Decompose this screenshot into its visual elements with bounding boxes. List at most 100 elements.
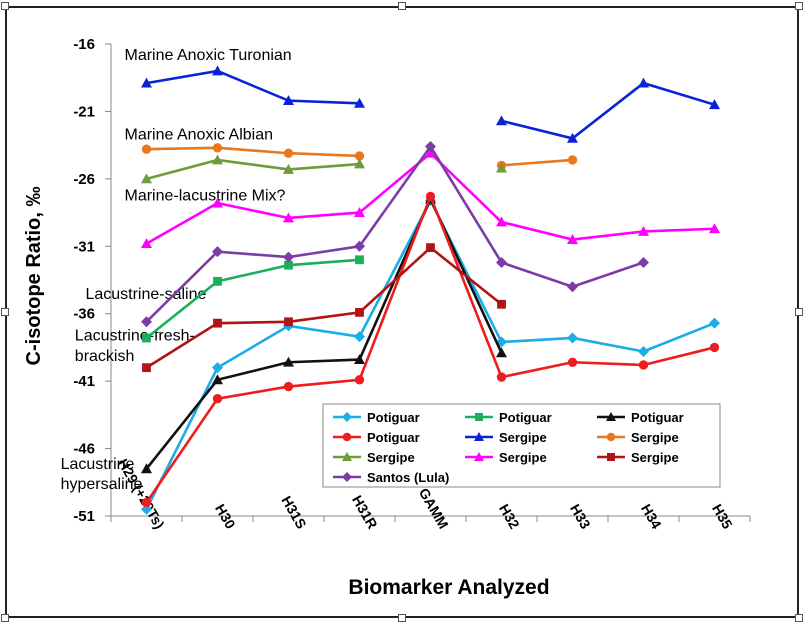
data-point-marker bbox=[283, 356, 294, 367]
legend-label: Sergipe bbox=[631, 430, 679, 445]
y-tick-label: -41 bbox=[73, 373, 95, 390]
data-point-marker bbox=[141, 503, 152, 515]
y-tick-label: -21 bbox=[73, 103, 95, 120]
data-point-marker bbox=[212, 143, 223, 153]
data-point-marker bbox=[638, 345, 649, 357]
series-6 bbox=[141, 143, 578, 171]
resize-handle-top-right[interactable] bbox=[795, 2, 803, 10]
data-point-marker bbox=[354, 240, 365, 252]
data-point-marker bbox=[709, 223, 720, 234]
series-lines-group bbox=[141, 65, 720, 515]
y-tick-label: -36 bbox=[73, 306, 95, 323]
legend-label: Potiguar bbox=[631, 410, 684, 425]
y-axis-title: C-isotope Ratio, ‰ bbox=[23, 187, 45, 366]
legend-item: Sergipe bbox=[597, 450, 679, 465]
data-point-marker bbox=[638, 256, 649, 268]
data-point-marker bbox=[709, 99, 720, 110]
data-point-marker bbox=[212, 374, 223, 385]
legend-label: Sergipe bbox=[367, 450, 415, 465]
series-line bbox=[146, 69, 360, 105]
data-point-marker bbox=[354, 151, 365, 161]
legend-item: Potiguar bbox=[333, 430, 420, 445]
resize-handle-middle-left[interactable] bbox=[1, 308, 9, 316]
data-point-marker bbox=[567, 234, 578, 244]
annotations-group: Marine Anoxic Turonian Marine Anoxic Albi… bbox=[61, 47, 292, 493]
legend-box bbox=[322, 403, 721, 488]
legend-item: Potiguar bbox=[597, 410, 684, 425]
legend-label: Potiguar bbox=[499, 410, 552, 425]
legend-item: Sergipe bbox=[465, 430, 547, 445]
data-point-marker bbox=[567, 281, 578, 293]
data-point-marker bbox=[355, 307, 364, 317]
legend-item: Sergipe bbox=[333, 450, 415, 465]
legend-label: Potiguar bbox=[367, 430, 420, 445]
legend: Potiguar Potiguar Potiguar Potiguar Sergipe S… bbox=[322, 403, 721, 488]
y-tick-label: -31 bbox=[73, 238, 95, 255]
data-point-marker bbox=[567, 357, 578, 367]
annotation-label: brackish bbox=[75, 348, 135, 365]
data-point-marker bbox=[342, 452, 352, 461]
x-axis-title: Biomarker Analyzed bbox=[348, 576, 549, 599]
data-point-marker bbox=[355, 255, 364, 265]
resize-handle-middle-right[interactable] bbox=[795, 308, 803, 316]
data-point-marker bbox=[496, 216, 507, 227]
data-point-marker bbox=[283, 148, 294, 158]
data-point-marker bbox=[474, 452, 484, 461]
data-point-marker bbox=[425, 191, 436, 202]
data-point-marker bbox=[606, 432, 616, 442]
resize-handle-bottom-left[interactable] bbox=[1, 614, 9, 622]
annotation-label: Lacustrine-saline bbox=[85, 286, 206, 303]
resize-handle-bottom-center[interactable] bbox=[398, 614, 406, 622]
y-tick-label: -26 bbox=[73, 171, 95, 188]
data-point-marker bbox=[283, 163, 294, 174]
data-point-marker bbox=[567, 332, 578, 344]
data-point-marker bbox=[354, 331, 365, 343]
series-5 bbox=[141, 65, 720, 143]
series-line bbox=[146, 146, 360, 158]
series-9 bbox=[142, 243, 506, 373]
data-point-marker bbox=[496, 256, 507, 268]
data-point-marker bbox=[141, 463, 152, 474]
resize-handle-top-center[interactable] bbox=[398, 2, 406, 10]
data-point-marker bbox=[342, 472, 352, 482]
data-point-marker bbox=[425, 140, 436, 152]
data-point-marker bbox=[283, 95, 294, 106]
series-line bbox=[145, 245, 503, 369]
data-point-marker bbox=[496, 372, 507, 382]
data-point-marker bbox=[212, 393, 223, 404]
data-point-marker bbox=[496, 347, 507, 358]
data-point-marker bbox=[709, 317, 720, 329]
legend-item: Potiguar bbox=[465, 410, 552, 425]
legend-label: Sergipe bbox=[499, 430, 547, 445]
legend-item: Sergipe bbox=[465, 450, 547, 465]
data-point-marker bbox=[212, 65, 223, 76]
data-point-marker bbox=[284, 260, 293, 270]
data-point-marker bbox=[496, 115, 507, 126]
data-point-marker bbox=[426, 243, 435, 253]
data-point-marker bbox=[638, 77, 649, 88]
series-2 bbox=[142, 255, 364, 343]
legend-item: Sergipe bbox=[597, 430, 679, 445]
data-point-marker bbox=[354, 354, 365, 364]
series-4 bbox=[141, 191, 720, 508]
data-point-marker bbox=[283, 212, 294, 223]
legend-label: Sergipe bbox=[631, 450, 679, 465]
data-point-marker bbox=[141, 238, 152, 248]
data-point-marker bbox=[283, 251, 294, 263]
data-point-marker bbox=[354, 97, 365, 108]
resize-handle-bottom-right[interactable] bbox=[795, 614, 803, 622]
data-point-marker bbox=[141, 316, 152, 328]
data-point-marker bbox=[142, 363, 151, 373]
annotation-label: hypersaline bbox=[61, 476, 143, 493]
resize-handle-top-left[interactable] bbox=[1, 2, 9, 10]
data-point-marker bbox=[212, 197, 223, 208]
data-point-marker bbox=[497, 299, 506, 309]
data-point-marker bbox=[213, 276, 222, 286]
data-point-marker bbox=[607, 453, 615, 461]
data-point-marker bbox=[141, 497, 152, 508]
annotation-label: Marine-lacustrine Mix? bbox=[125, 187, 286, 204]
annotation-label: Marine Anoxic Turonian bbox=[125, 47, 292, 64]
data-point-marker bbox=[142, 333, 151, 343]
data-point-marker bbox=[284, 317, 293, 327]
annotation-label: Lacustrine-fresh- bbox=[75, 328, 195, 345]
